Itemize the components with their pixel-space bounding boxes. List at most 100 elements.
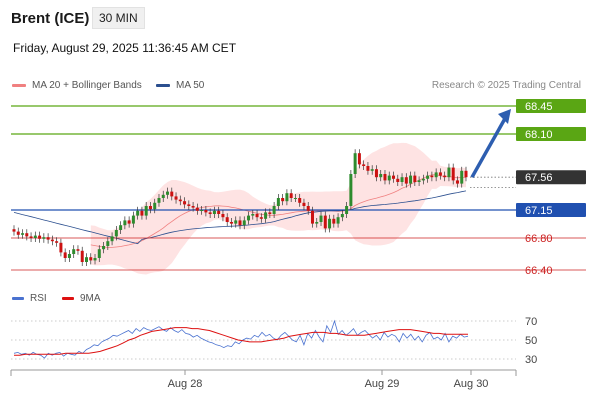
- candle-body: [366, 166, 370, 171]
- legend-ma9[interactable]: 9MA: [62, 293, 101, 304]
- candle-body: [315, 222, 319, 224]
- chart-header: Brent (ICE) 30 MIN: [0, 0, 590, 36]
- candle-body: [76, 249, 80, 251]
- candle-body: [200, 210, 204, 211]
- candle-body: [438, 172, 442, 176]
- projection-arrow-head-icon: [498, 109, 511, 124]
- candle-body: [157, 198, 161, 203]
- candle-body: [191, 206, 195, 208]
- candle-body: [21, 233, 25, 235]
- level-label-68.10: 68.10: [525, 129, 553, 141]
- level-label-68.45: 68.45: [525, 101, 553, 113]
- candle-body: [50, 239, 54, 242]
- candle-body: [63, 252, 67, 258]
- candle-body: [166, 191, 170, 195]
- candle-body: [451, 167, 455, 181]
- candle-body: [421, 178, 425, 181]
- candle-body: [148, 206, 152, 210]
- candle-body: [131, 215, 135, 224]
- candle-body: [383, 174, 387, 181]
- rsi-ma9-line: [14, 327, 468, 356]
- projection-arrow-shaft: [470, 114, 509, 179]
- candle-body: [464, 170, 468, 178]
- candle-body: [426, 175, 430, 179]
- candle-body: [144, 206, 148, 216]
- instrument-symbol: Brent (ICE): [11, 10, 90, 27]
- candle-body: [302, 202, 306, 206]
- candle-body: [174, 196, 178, 200]
- candle-body: [349, 174, 353, 206]
- candle-body: [59, 242, 63, 253]
- level-tag-68.10: [516, 127, 586, 141]
- rsi-level-label: 30: [525, 354, 537, 366]
- candle-body: [259, 217, 263, 219]
- interval-selector[interactable]: 30 MIN: [92, 7, 145, 29]
- candle-body: [89, 257, 93, 261]
- candle-body: [460, 170, 464, 184]
- candle-body: [430, 175, 434, 178]
- candle-body: [153, 202, 157, 210]
- level-tag-68.45: [516, 99, 586, 113]
- level-tag-67.15: [516, 203, 586, 217]
- candle-body: [123, 220, 127, 226]
- candle-body: [33, 235, 37, 238]
- candle-body: [400, 177, 404, 182]
- candle-body: [119, 225, 123, 230]
- candle-body: [447, 167, 451, 178]
- candle-body: [242, 220, 246, 226]
- x-axis-label: Aug 28: [168, 378, 203, 390]
- candle-body: [319, 215, 323, 222]
- candle-body: [251, 214, 255, 216]
- ma20-swatch-icon: [12, 83, 26, 87]
- candle-body: [97, 249, 101, 258]
- candle-body: [268, 212, 272, 214]
- candle-body: [93, 258, 97, 261]
- candle-body: [272, 206, 276, 214]
- candle-body: [110, 236, 114, 242]
- candle-body: [340, 214, 344, 218]
- level-label-66.80: 66.80: [525, 233, 553, 245]
- candle-body: [404, 177, 408, 184]
- rsi-level-label: 50: [525, 335, 537, 347]
- candle-body: [434, 172, 438, 178]
- x-axis-label: Aug 29: [365, 378, 400, 390]
- candle-body: [12, 229, 16, 232]
- level-tag-67.56: [516, 170, 586, 185]
- candle-body: [374, 169, 378, 178]
- ma9-swatch-icon: [62, 296, 74, 300]
- candle-body: [336, 217, 340, 224]
- rsi-line: [13, 319, 469, 359]
- candle-body: [417, 180, 421, 182]
- legend-rsi[interactable]: RSI: [12, 293, 47, 304]
- candle-body: [298, 198, 302, 203]
- candle-body: [221, 214, 225, 218]
- candle-body: [238, 220, 242, 226]
- legend-ma50-label: MA 50: [176, 80, 205, 91]
- candle-body: [136, 210, 140, 216]
- legend-rsi-label: RSI: [30, 293, 47, 304]
- candle-body: [114, 230, 118, 237]
- level-label-67.56: 67.56: [525, 172, 553, 184]
- candle-body: [345, 206, 349, 214]
- candle-body: [255, 214, 259, 218]
- legend-ma50[interactable]: MA 50: [156, 80, 204, 91]
- timestamp: Friday, August 29, 2025 11:36:45 AM CET: [13, 41, 237, 55]
- legend-ma20[interactable]: MA 20 + Bollinger Bands: [12, 80, 142, 91]
- candle-body: [195, 207, 199, 211]
- legend-ma9-label: 9MA: [80, 293, 101, 304]
- candle-body: [25, 233, 29, 237]
- candle-body: [72, 249, 76, 254]
- rsi-swatch-icon: [12, 296, 24, 300]
- candle-body: [306, 206, 310, 211]
- candle-body: [225, 217, 229, 222]
- candle-body: [285, 193, 289, 202]
- candle-body: [46, 237, 50, 240]
- candle-body: [379, 174, 383, 178]
- candle-body: [353, 153, 357, 174]
- candle-body: [187, 204, 191, 206]
- x-axis-label: Aug 30: [454, 378, 489, 390]
- candle-body: [178, 199, 182, 202]
- candle-body: [455, 180, 459, 184]
- candle-body: [357, 153, 361, 165]
